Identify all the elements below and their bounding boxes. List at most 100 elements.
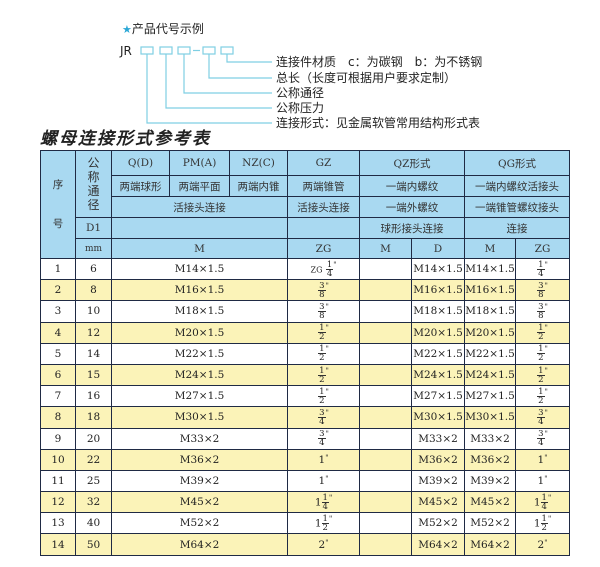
header-pm: PM(A) [169, 150, 230, 176]
legend-pressure: 公称压力 [276, 101, 325, 115]
header-gz-desc: 两端锥管 [287, 175, 360, 197]
inch-mark: " [544, 324, 548, 333]
leader-line [146, 54, 272, 124]
cell-m: M45×2 [111, 491, 288, 514]
cell-m: M39×2 [111, 469, 288, 493]
inch-mark: " [544, 302, 548, 311]
cell-m: M24×1.5 [111, 363, 288, 387]
header-qz-desc3: 球形接头连接 [359, 217, 465, 239]
cell-no: 3 [40, 300, 76, 323]
header-union1: 活接头连接 [111, 196, 288, 218]
cell-qz-d: M24×1.5 [411, 363, 465, 387]
cell-qz-m [359, 469, 412, 493]
cell-qz-m [359, 448, 412, 471]
cell-qz-m [359, 512, 412, 535]
inch-mark: " [325, 324, 329, 333]
cell-gz-zg: 2" [287, 533, 360, 556]
cell-gz-zg: ZG 1 4 " [287, 257, 360, 281]
table-row: 1 6 M14×1.5 ZG 1 4 " M14×1.5 M14×1.5 1 4 " [40, 257, 570, 281]
inch-mark: " [328, 514, 333, 523]
whole-part: 1 [318, 474, 326, 487]
cell-qz-m [359, 342, 412, 365]
inch-mark: " [325, 345, 329, 354]
cell-qg-m: M52×2 [464, 512, 516, 535]
header-mm: mm [75, 238, 112, 259]
inch-mark: " [325, 453, 329, 462]
cell-gz-zg: 3 8 " [287, 300, 360, 323]
cell-m: M27×1.5 [111, 385, 288, 408]
cell-no: 9 [40, 427, 76, 450]
cell-m: M36×2 [111, 448, 288, 471]
header-qg-zg: ZG [515, 238, 570, 259]
header-dn: 公称通径 [75, 150, 112, 218]
header-qz-desc2: 一端外螺纹 [359, 196, 465, 218]
legend-length: 总长（长度可根据用户要求定制） [276, 71, 457, 85]
header-d1: D1 [75, 217, 112, 239]
cell-qg-zg: 1" [515, 469, 570, 493]
cell-dn: 32 [75, 491, 112, 514]
inch-mark: " [325, 281, 329, 290]
cell-qg-zg: 1 2 " [515, 342, 570, 365]
cell-no: 14 [40, 533, 76, 556]
header-qd-desc: 两端球形 [111, 175, 170, 197]
table-row: 12 32 M45×2 1 1 4 " M45×2 M45×2 1 1 4 " [40, 491, 570, 514]
cell-qg-m: M24×1.5 [464, 363, 516, 387]
cell-qz-d: M20×1.5 [411, 321, 465, 344]
header-qg-desc3: 连接 [464, 217, 570, 239]
code-box-material [220, 46, 234, 55]
cell-qz-m [359, 321, 412, 344]
cell-qz-m [359, 385, 412, 408]
nut-connection-table: 序号 公称通径 Q(D) PM(A) NZ(C) GZ QZ形式 QG形式 两端… [40, 150, 570, 556]
cell-dn: 12 [75, 321, 112, 344]
cell-gz-zg: 1" [287, 469, 360, 493]
inch-mark: " [547, 514, 552, 523]
inch-mark: " [333, 260, 337, 269]
inch-mark: " [325, 302, 329, 311]
cell-qg-m: M22×1.5 [464, 342, 516, 365]
table-body: 1 6 M14×1.5 ZG 1 4 " M14×1.5 M14×1.5 1 4 " 2 8 M16×1.… [40, 257, 570, 556]
table-row: 9 20 M33×2 3 4 " M33×2 M33×2 3 4 " [40, 427, 570, 450]
cell-qg-zg: 3 8 " [515, 300, 570, 323]
product-code-prefix: JR [120, 44, 132, 58]
inch-mark: " [544, 366, 548, 375]
cell-qg-m: M36×2 [464, 448, 516, 471]
header-qg-desc2: 一端锥管螺纹接头 [464, 196, 570, 218]
code-box-length [202, 46, 216, 55]
cell-dn: 25 [75, 469, 112, 493]
inch-mark: " [328, 493, 333, 502]
cell-no: 11 [40, 469, 76, 493]
cell-qg-zg: 1 2 " [515, 385, 570, 408]
header-qz-d: D [411, 238, 465, 259]
header-qz: QZ形式 [359, 150, 465, 176]
header-gz: GZ [287, 150, 360, 176]
cell-qg-zg: 1 4 " [515, 257, 570, 281]
cell-qz-d: M52×2 [411, 512, 465, 535]
table-title: 螺母连接形式参考表 [40, 129, 211, 149]
cell-qg-zg: 1" [515, 448, 570, 471]
header-qz-desc1: 一端内螺纹 [359, 175, 465, 197]
whole-part: 2 [318, 538, 326, 551]
cell-no: 5 [40, 342, 76, 365]
cell-qg-m: M39×2 [464, 469, 516, 493]
header-union2: 活接头连接 [287, 196, 360, 218]
cell-qg-zg: 1 1 4 " [515, 491, 570, 514]
inch-mark: " [544, 408, 548, 417]
cell-qz-d: M30×1.5 [411, 406, 465, 429]
cell-qz-m [359, 363, 412, 387]
cell-dn: 22 [75, 448, 112, 471]
cell-no: 4 [40, 321, 76, 344]
cell-gz-zg: 3 4 " [287, 406, 360, 429]
cell-gz-zg: 1 2 " [287, 321, 360, 344]
inch-mark: " [325, 387, 329, 396]
cell-qz-m [359, 279, 412, 302]
cell-qg-m: M16×1.5 [464, 279, 516, 302]
legend-diameter: 公称通径 [276, 86, 325, 100]
